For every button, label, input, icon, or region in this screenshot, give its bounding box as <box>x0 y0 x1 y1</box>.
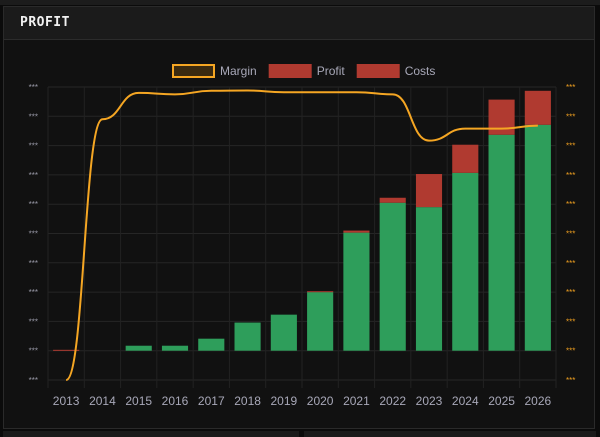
legend-label: Costs <box>405 64 436 78</box>
bar-profit-2023 <box>415 174 443 208</box>
legend-swatch-costs <box>356 64 400 78</box>
legend-label: Profit <box>317 64 346 78</box>
y-tick-left: *** <box>29 347 38 356</box>
bar-profit-2022 <box>379 197 406 203</box>
y-tick-right: *** <box>566 83 575 92</box>
bar-costs-2024 <box>452 172 479 351</box>
y-tick-right: *** <box>566 112 575 121</box>
y-tick-right: *** <box>566 171 575 180</box>
y-tick-right: *** <box>566 376 575 385</box>
bar-profit-2013 <box>53 349 80 351</box>
x-tick-label: 2019 <box>271 394 298 408</box>
bar-profit-2024 <box>452 144 479 173</box>
next-panel-right <box>304 431 596 437</box>
x-tick-label: 2025 <box>488 394 515 408</box>
bar-costs-2026 <box>524 124 551 351</box>
y-tick-left: *** <box>29 317 38 326</box>
bar-profit-2021 <box>343 230 370 233</box>
y-tick-right: *** <box>566 230 575 239</box>
x-tick-label: 2014 <box>89 394 116 408</box>
y-tick-right: *** <box>566 288 575 297</box>
x-tick-label: 2017 <box>198 394 225 408</box>
y-tick-right: *** <box>566 200 575 209</box>
x-tick-label: 2016 <box>162 394 189 408</box>
margin-line <box>65 89 538 381</box>
y-tick-right: *** <box>566 347 575 356</box>
y-tick-right: *** <box>566 317 575 326</box>
bar-profit-2020 <box>307 291 334 293</box>
bar-costs-2018 <box>234 322 261 351</box>
y-tick-right: *** <box>566 259 575 268</box>
panel-header: PROFIT <box>4 7 594 40</box>
bar-costs-2016 <box>161 345 189 351</box>
x-tick-label: 2024 <box>452 394 479 408</box>
bar-costs-2025 <box>488 134 515 351</box>
x-tick-label: 2022 <box>379 394 406 408</box>
legend-item-profit: Profit <box>268 64 346 78</box>
legend-item-margin: Margin <box>172 64 257 78</box>
legend-swatch-margin <box>172 64 215 78</box>
x-tick-label: 2026 <box>525 394 552 408</box>
x-tick-label: 2018 <box>234 394 261 408</box>
bar-profit-2026 <box>524 90 551 125</box>
bar-costs-2021 <box>343 232 370 351</box>
x-tick-label: 2021 <box>343 394 370 408</box>
bar-costs-2019 <box>270 314 297 351</box>
y-tick-left: *** <box>29 142 38 151</box>
bar-costs-2017 <box>198 338 225 351</box>
panel-title: PROFIT <box>20 15 70 30</box>
x-tick-label: 2020 <box>307 394 334 408</box>
x-tick-label: 2015 <box>125 394 152 408</box>
legend-swatch-profit <box>268 64 312 78</box>
y-tick-left: *** <box>29 112 38 121</box>
y-tick-left: *** <box>29 171 38 180</box>
bar-costs-2023 <box>415 207 443 351</box>
bar-costs-2022 <box>379 202 406 351</box>
x-tick-label: 2013 <box>53 394 80 408</box>
y-tick-left: *** <box>29 230 38 239</box>
next-panel-left <box>3 431 299 437</box>
y-tick-left: *** <box>29 288 38 297</box>
y-tick-left: *** <box>29 200 38 209</box>
y-tick-left: *** <box>29 259 38 268</box>
bar-costs-2020 <box>307 292 334 351</box>
profit-panel: PROFIT <box>3 6 595 429</box>
top-strip <box>0 0 600 5</box>
legend-label: Margin <box>220 64 257 78</box>
legend-item-costs: Costs <box>356 64 436 78</box>
y-tick-left: *** <box>29 376 38 385</box>
x-tick-label: 2023 <box>416 394 443 408</box>
bar-costs-2015 <box>125 345 152 351</box>
y-tick-right: *** <box>566 142 575 151</box>
y-tick-left: *** <box>29 83 38 92</box>
